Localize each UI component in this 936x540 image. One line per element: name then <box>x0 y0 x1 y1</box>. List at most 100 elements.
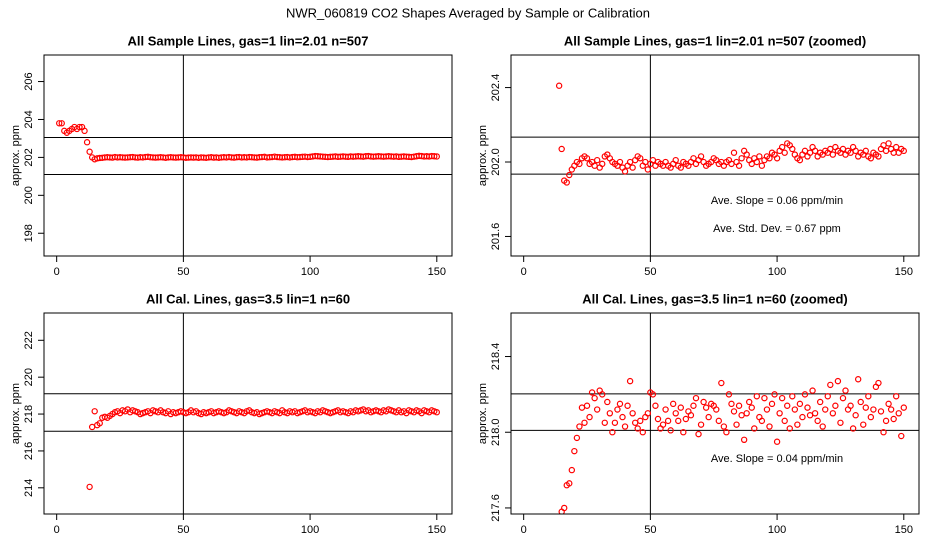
annotation: Ave. Slope = 0.06 ppm/min <box>711 195 843 207</box>
data-point <box>702 404 710 411</box>
data-point <box>96 420 103 427</box>
panel-title: All Sample Lines, gas=1 lin=2.01 n=507 <box>128 33 369 48</box>
data-point <box>753 393 761 400</box>
x-tick-label: 0 <box>54 266 60 278</box>
data-point <box>819 423 826 430</box>
data-point <box>860 421 867 428</box>
data-point <box>766 155 773 162</box>
data-point <box>611 419 619 426</box>
data-point <box>573 434 581 442</box>
y-tick-label: 206 <box>23 72 35 90</box>
data-point <box>829 410 837 417</box>
data-point <box>816 398 824 406</box>
data-point <box>900 147 907 155</box>
data-point <box>814 417 821 425</box>
panel-title: All Cal. Lines, gas=3.5 lin=1 n=60 (zoom… <box>582 291 848 306</box>
data-point <box>652 402 659 409</box>
data-point <box>735 402 743 409</box>
data-point <box>801 391 809 398</box>
data-point <box>583 155 591 162</box>
y-tick-label: 218.0 <box>490 418 502 446</box>
data-point <box>832 402 839 409</box>
data-point <box>571 447 578 455</box>
data-point <box>789 393 796 400</box>
data-point <box>720 423 728 430</box>
data-point <box>885 140 892 147</box>
data-point <box>758 417 766 425</box>
data-point <box>713 406 720 413</box>
data-point <box>677 404 684 411</box>
y-tick-label: 198 <box>23 224 35 242</box>
data-point <box>733 421 740 428</box>
data-point <box>675 417 682 425</box>
data-point <box>776 410 783 417</box>
data-point <box>738 412 745 419</box>
data-point <box>771 391 778 398</box>
annotation: Ave. Std. Dev. = 0.67 ppm <box>713 223 841 235</box>
data-point <box>890 415 897 423</box>
plot-area <box>44 313 452 514</box>
data-point <box>799 413 806 421</box>
y-tick-label: 202.0 <box>490 148 502 176</box>
data-point <box>637 155 644 162</box>
data-point <box>433 153 440 160</box>
annotation: Ave. Slope = 0.04 ppm/min <box>711 453 843 465</box>
data-point <box>791 406 799 413</box>
data-point <box>748 404 755 411</box>
y-tick-label: 218.4 <box>490 343 502 371</box>
data-point <box>644 166 652 173</box>
data-point <box>887 406 895 413</box>
y-tick-label: 201.6 <box>490 223 502 251</box>
data-point <box>644 410 652 417</box>
data-point <box>837 419 844 426</box>
data-point <box>761 394 768 402</box>
x-tick-label: 100 <box>301 266 319 278</box>
x-tick-label: 100 <box>768 266 786 278</box>
data-point <box>796 156 804 164</box>
data-point <box>662 406 669 413</box>
data-point <box>882 147 890 155</box>
y-tick-label: 220 <box>23 368 35 386</box>
data-point <box>621 423 629 430</box>
data-point <box>758 162 766 169</box>
data-point <box>867 413 875 421</box>
plot-area <box>511 55 919 256</box>
y-axis-label: approx. ppm <box>477 383 489 444</box>
data-point <box>629 410 636 417</box>
plot-area <box>511 313 919 514</box>
data-point <box>576 160 583 168</box>
data-point <box>781 149 788 156</box>
data-point <box>680 429 687 436</box>
data-point <box>885 400 892 408</box>
data-point <box>756 153 763 160</box>
data-point <box>624 402 631 409</box>
data-point <box>875 379 882 387</box>
data-point <box>591 394 598 402</box>
data-point <box>834 377 842 385</box>
plot-frame <box>510 312 920 515</box>
data-point <box>604 398 611 406</box>
data-point <box>882 417 890 425</box>
data-point <box>568 466 576 474</box>
data-point <box>563 179 570 186</box>
data-point <box>433 409 440 416</box>
data-point <box>654 415 662 423</box>
data-point <box>672 156 679 164</box>
data-point <box>588 389 596 396</box>
data-point <box>728 400 735 408</box>
data-point <box>664 417 672 425</box>
data-point <box>667 427 674 434</box>
data-point <box>578 404 586 411</box>
data-point <box>730 149 738 156</box>
data-point <box>738 155 745 162</box>
data-point <box>829 151 837 158</box>
panel-title: All Cal. Lines, gas=3.5 lin=1 n=60 <box>146 291 350 306</box>
data-point <box>753 158 761 166</box>
data-point <box>743 410 750 417</box>
data-point <box>639 429 646 436</box>
data-point <box>877 408 885 415</box>
y-tick-label: 214 <box>23 479 35 497</box>
data-point <box>867 155 875 162</box>
data-point <box>809 387 816 394</box>
data-point <box>718 379 725 387</box>
